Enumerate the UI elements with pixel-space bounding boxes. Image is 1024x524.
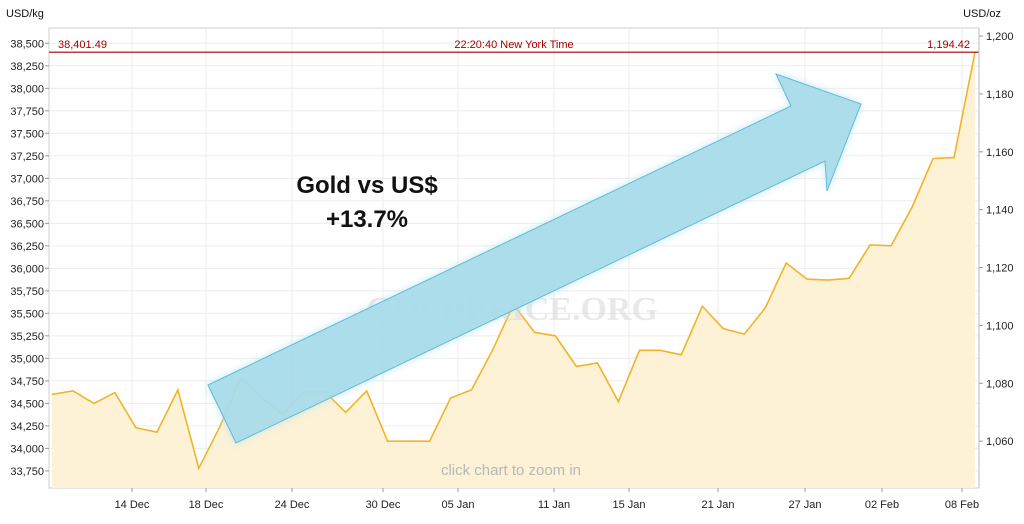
y-left-tick-label: 37,250: [10, 151, 44, 163]
x-tick-label: 05 Jan: [441, 499, 474, 511]
left-y-axis: 33,750 34,000 34,250 34,500 34,750 35,000 35,2…: [10, 38, 49, 478]
y-left-tick-label: 38,000: [10, 83, 44, 95]
y-left-tick-label: 36,000: [10, 263, 44, 275]
x-tick-label: 18 Dec: [189, 499, 224, 511]
current-price-usd-kg: 38,401.49: [58, 39, 107, 51]
right-axis-unit: USD/oz: [963, 8, 1001, 20]
y-left-tick-label: 36,750: [10, 196, 44, 208]
x-tick-label: 08 Feb: [945, 499, 979, 511]
x-tick-label: 24 Dec: [275, 499, 310, 511]
y-left-tick-label: 38,250: [10, 61, 44, 73]
y-right-tick-label: 1,140: [986, 205, 1014, 217]
zoom-hint: click chart to zoom in: [441, 462, 581, 479]
y-left-tick-label: 36,500: [10, 218, 44, 230]
x-tick-label: 30 Dec: [366, 499, 401, 511]
x-tick-label: 27 Jan: [788, 499, 821, 511]
price-area-fill: [52, 52, 975, 488]
y-left-tick-label: 37,500: [10, 128, 44, 140]
y-left-tick-label: 34,500: [10, 398, 44, 410]
y-right-tick-label: 1,120: [986, 263, 1014, 275]
y-left-tick-label: 33,750: [10, 466, 44, 478]
y-left-tick-label: 38,500: [10, 38, 44, 50]
x-tick-label: 21 Jan: [701, 499, 734, 511]
y-left-tick-label: 34,250: [10, 421, 44, 433]
x-tick-label: 15 Jan: [612, 499, 645, 511]
y-right-tick-label: 1,100: [986, 320, 1014, 332]
y-right-tick-label: 1,200: [986, 31, 1014, 43]
left-axis-unit: USD/kg: [6, 8, 44, 20]
y-left-tick-label: 35,500: [10, 308, 44, 320]
y-right-tick-label: 1,060: [986, 436, 1014, 448]
current-time-label: 22:20:40 New York Time: [454, 39, 573, 51]
annotation-title: Gold vs US$: [296, 172, 438, 199]
y-left-tick-label: 37,750: [10, 106, 44, 118]
x-tick-label: 14 Dec: [115, 499, 150, 511]
y-left-tick-label: 35,750: [10, 286, 44, 298]
x-axis: 14 Dec 18 Dec 24 Dec 30 Dec 05 Jan 11 Jan 15 J…: [115, 488, 979, 511]
y-left-tick-label: 34,750: [10, 376, 44, 388]
y-left-tick-label: 34,000: [10, 443, 44, 455]
y-left-tick-label: 37,000: [10, 173, 44, 185]
annotation-change: +13.7%: [326, 206, 408, 233]
y-right-tick-label: 1,160: [986, 147, 1014, 159]
y-right-tick-label: 1,180: [986, 89, 1014, 101]
y-left-tick-label: 35,000: [10, 353, 44, 365]
y-left-tick-label: 35,250: [10, 331, 44, 343]
current-price-usd-oz: 1,194.42: [927, 39, 970, 51]
y-left-tick-label: 36,250: [10, 241, 44, 253]
x-tick-label: 11 Jan: [538, 499, 570, 511]
right-y-axis: 1,060 1,080 1,100 1,120 1,140 1,160 1,180 1,200: [978, 28, 1014, 488]
y-right-tick-label: 1,080: [986, 378, 1014, 390]
trend-arrow-icon: [207, 73, 862, 444]
x-tick-label: 02 Feb: [865, 499, 899, 511]
